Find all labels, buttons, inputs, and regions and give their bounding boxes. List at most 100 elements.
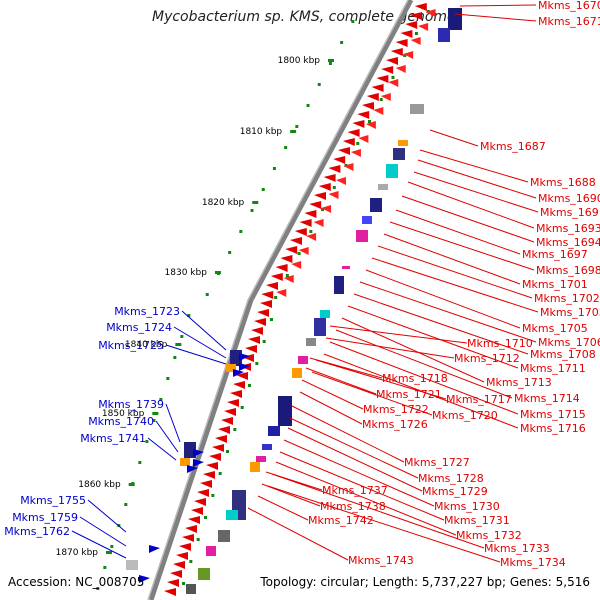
right-leader-line [329, 341, 519, 415]
left-leader-line [165, 403, 181, 443]
middle-leader-line [287, 427, 423, 492]
cog-block [292, 368, 302, 378]
kbp-tick-label: 1840 kbp [125, 340, 168, 350]
cog-block [218, 530, 230, 542]
kbp-tick-mark [214, 271, 221, 274]
middle-leader-line [279, 451, 445, 521]
forward-gene-arrow [343, 163, 354, 171]
forward-gene-arrow [270, 273, 283, 281]
right-leader-line [401, 195, 535, 243]
middle-leader-line [305, 367, 377, 395]
cog-block [438, 28, 450, 42]
reverse-gene-arrow [193, 459, 204, 467]
cog-block [126, 560, 138, 570]
forward-gene-arrow [170, 570, 182, 578]
reverse-gene-arrow [187, 465, 198, 473]
forward-gene-arrow [366, 93, 379, 101]
cog-block [298, 356, 308, 364]
kbp-tick-label: 1850 kbp [102, 409, 145, 419]
inner-track-dot [414, 32, 418, 35]
kbp-tick-mark [175, 343, 182, 346]
forward-gene-arrow [405, 21, 418, 29]
right-gene-label: Mkms_1670 [538, 0, 600, 12]
middle-leader-line [283, 439, 435, 507]
inner-track-dot [196, 538, 200, 541]
middle-leader-line [257, 495, 309, 521]
kbp-track-dot [166, 377, 170, 380]
forward-gene-arrow [362, 102, 374, 110]
forward-gene-arrow [275, 264, 288, 272]
backbone-arc [148, 0, 414, 600]
kbp-tick-mark [290, 130, 297, 133]
forward-gene-arrow [352, 120, 365, 128]
right-gene-label: Mkms_1693 [536, 222, 600, 235]
right-leader-line [417, 159, 537, 199]
left-gene-label: Mkms_1755 [20, 494, 86, 507]
forward-gene-arrow [425, 9, 436, 17]
left-gene-label: Mkms_1724 [106, 321, 172, 334]
middle-leader-line [329, 325, 468, 344]
kbp-track-dot [272, 167, 276, 170]
kbp-tick-label: 1870 kbp [56, 548, 99, 558]
left-leader-line [87, 499, 127, 533]
kbp-tick-mark [152, 412, 159, 415]
kbp-track-dot [205, 293, 209, 296]
kbp-track-dot [261, 188, 265, 191]
kbp-track-dot [187, 314, 191, 317]
inner-track-dot [262, 340, 266, 343]
inner-track-dot [297, 252, 301, 255]
left-gene-label: Mkms_1759 [12, 511, 78, 524]
inner-track-dot [255, 362, 259, 365]
inner-track-dot [270, 318, 273, 321]
kbp-track-dot [124, 503, 128, 506]
forward-gene-arrow [350, 149, 361, 157]
right-gene-label: Mkms_1694 [536, 236, 600, 249]
forward-gene-arrow [212, 444, 224, 452]
forward-gene-arrow [218, 426, 230, 434]
forward-gene-arrow [251, 327, 263, 335]
right-gene-label: Mkms_1714 [514, 392, 580, 405]
middle-gene-label: Mkms_1730 [434, 500, 500, 513]
forward-gene-arrow [209, 453, 221, 461]
right-leader-line [389, 221, 535, 271]
cog-block [314, 318, 326, 336]
reverse-gene-arrow [239, 363, 250, 371]
forward-gene-arrow [290, 237, 302, 245]
forward-gene-arrow [400, 30, 413, 38]
cog-block [278, 396, 292, 426]
cog-block [362, 216, 372, 224]
forward-gene-arrow [376, 75, 389, 83]
inner-track-dot [391, 76, 395, 79]
cog-block [378, 184, 388, 190]
kbp-track-dot [228, 251, 232, 254]
cog-block [320, 310, 330, 318]
forward-gene-arrow [371, 84, 384, 92]
cog-block [334, 276, 344, 294]
cog-block [226, 364, 236, 372]
middle-leader-line [275, 461, 457, 536]
kbp-track-dot [295, 125, 299, 128]
right-gene-label: Mkms_1716 [520, 422, 586, 435]
left-leader-line [79, 516, 127, 547]
kbp-track-dot [250, 209, 254, 212]
reverse-gene-arrow [233, 369, 244, 377]
inner-track-dot [368, 120, 371, 123]
kbp-track-dot [328, 62, 332, 65]
forward-gene-arrow [321, 205, 332, 213]
forward-gene-arrow [224, 408, 236, 416]
kbp-track-dot [306, 104, 310, 107]
right-leader-line [359, 281, 537, 343]
forward-gene-arrow [191, 507, 203, 515]
kbp-tick-mark [252, 201, 259, 204]
kbp-tick-mark [128, 483, 135, 486]
right-gene-label: Mkms_1702 [534, 292, 600, 305]
middle-gene-label: Mkms_1712 [454, 352, 520, 365]
right-leader-line [407, 181, 535, 229]
middle-gene-label: Mkms_1726 [362, 418, 428, 431]
inner-track-dot [309, 230, 313, 233]
right-gene-label: Mkms_1701 [522, 278, 588, 291]
forward-gene-arrow [410, 37, 421, 45]
middle-leader-line [315, 359, 447, 400]
middle-gene-label: Mkms_1720 [432, 409, 498, 422]
cog-block [393, 148, 405, 160]
